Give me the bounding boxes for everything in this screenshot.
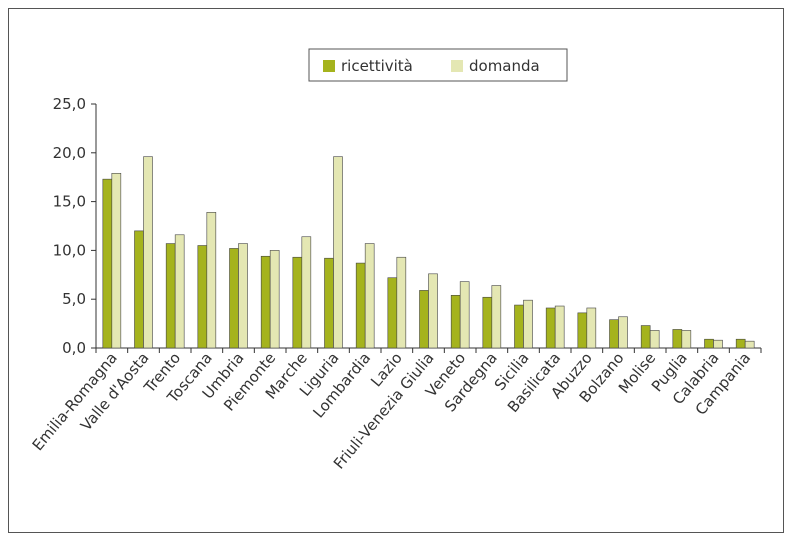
bar-ricettivita (514, 304, 524, 349)
bar-ricettivita (704, 338, 714, 349)
bar-ricettivita (419, 290, 429, 349)
bar-ricettivita (640, 325, 651, 349)
legend-box (308, 48, 568, 82)
bar-ricettivita (545, 307, 556, 349)
y-tick-label: 25,0 (53, 95, 86, 113)
bar-domanda (459, 281, 470, 349)
y-tick-label: 15,0 (53, 193, 86, 211)
bar-domanda (681, 330, 692, 349)
chart-frame: ricettività domanda 0,0 5,0 10,0 15,0 20,0 25… (8, 8, 784, 533)
bar-ricettivita (672, 329, 683, 349)
bar-ricettivita (102, 178, 113, 349)
bar-ricettivita (197, 245, 208, 349)
bar-ricettivita (292, 256, 303, 349)
bar-domanda (238, 243, 248, 349)
bar-domanda (269, 250, 280, 349)
bar-domanda (396, 256, 407, 349)
legend-swatch-domanda (451, 60, 463, 72)
y-tick-label: 10,0 (53, 241, 86, 259)
bar-domanda (206, 212, 217, 349)
bar-domanda (111, 172, 122, 349)
legend-label-ricettivita: ricettività (341, 57, 413, 75)
bar-domanda (586, 307, 597, 349)
bar-ricettivita (482, 296, 493, 349)
bar-domanda (174, 234, 185, 349)
y-tick-label: 20,0 (53, 144, 86, 162)
bar-domanda (364, 243, 375, 349)
y-tick-label: 0,0 (62, 339, 86, 357)
bar-ricettivita (355, 262, 366, 349)
y-axis: 0,0 5,0 10,0 15,0 20,0 25,0 (53, 95, 97, 357)
bars (102, 156, 755, 349)
bar-domanda (649, 330, 660, 349)
bar-ricettivita (229, 248, 239, 349)
bar-ricettivita (134, 230, 144, 349)
bar-domanda (333, 156, 343, 349)
bar-ricettivita (260, 255, 271, 349)
bar-ricettivita (735, 338, 746, 349)
legend-label-domanda: domanda (469, 57, 540, 75)
bar-ricettivita (609, 319, 619, 349)
bar-domanda (713, 339, 723, 349)
legend-swatch-ricettivita (323, 60, 335, 72)
bar-domanda (523, 299, 533, 349)
y-tick-label: 5,0 (62, 290, 86, 308)
bar-ricettivita (324, 257, 334, 349)
legend: ricettività domanda (308, 48, 568, 82)
bar-domanda (618, 316, 628, 349)
bar-domanda (301, 236, 312, 349)
bar-ricettivita (577, 312, 588, 349)
bar-domanda (491, 285, 502, 349)
bar-ricettivita (387, 277, 398, 349)
bar-domanda (554, 305, 565, 349)
bar-domanda (744, 340, 755, 349)
bar-chart: ricettività domanda 0,0 5,0 10,0 15,0 20,0 25… (29, 48, 762, 473)
bar-ricettivita (165, 243, 176, 349)
bar-domanda (143, 156, 153, 349)
bar-domanda (428, 273, 438, 349)
bar-ricettivita (450, 294, 461, 349)
